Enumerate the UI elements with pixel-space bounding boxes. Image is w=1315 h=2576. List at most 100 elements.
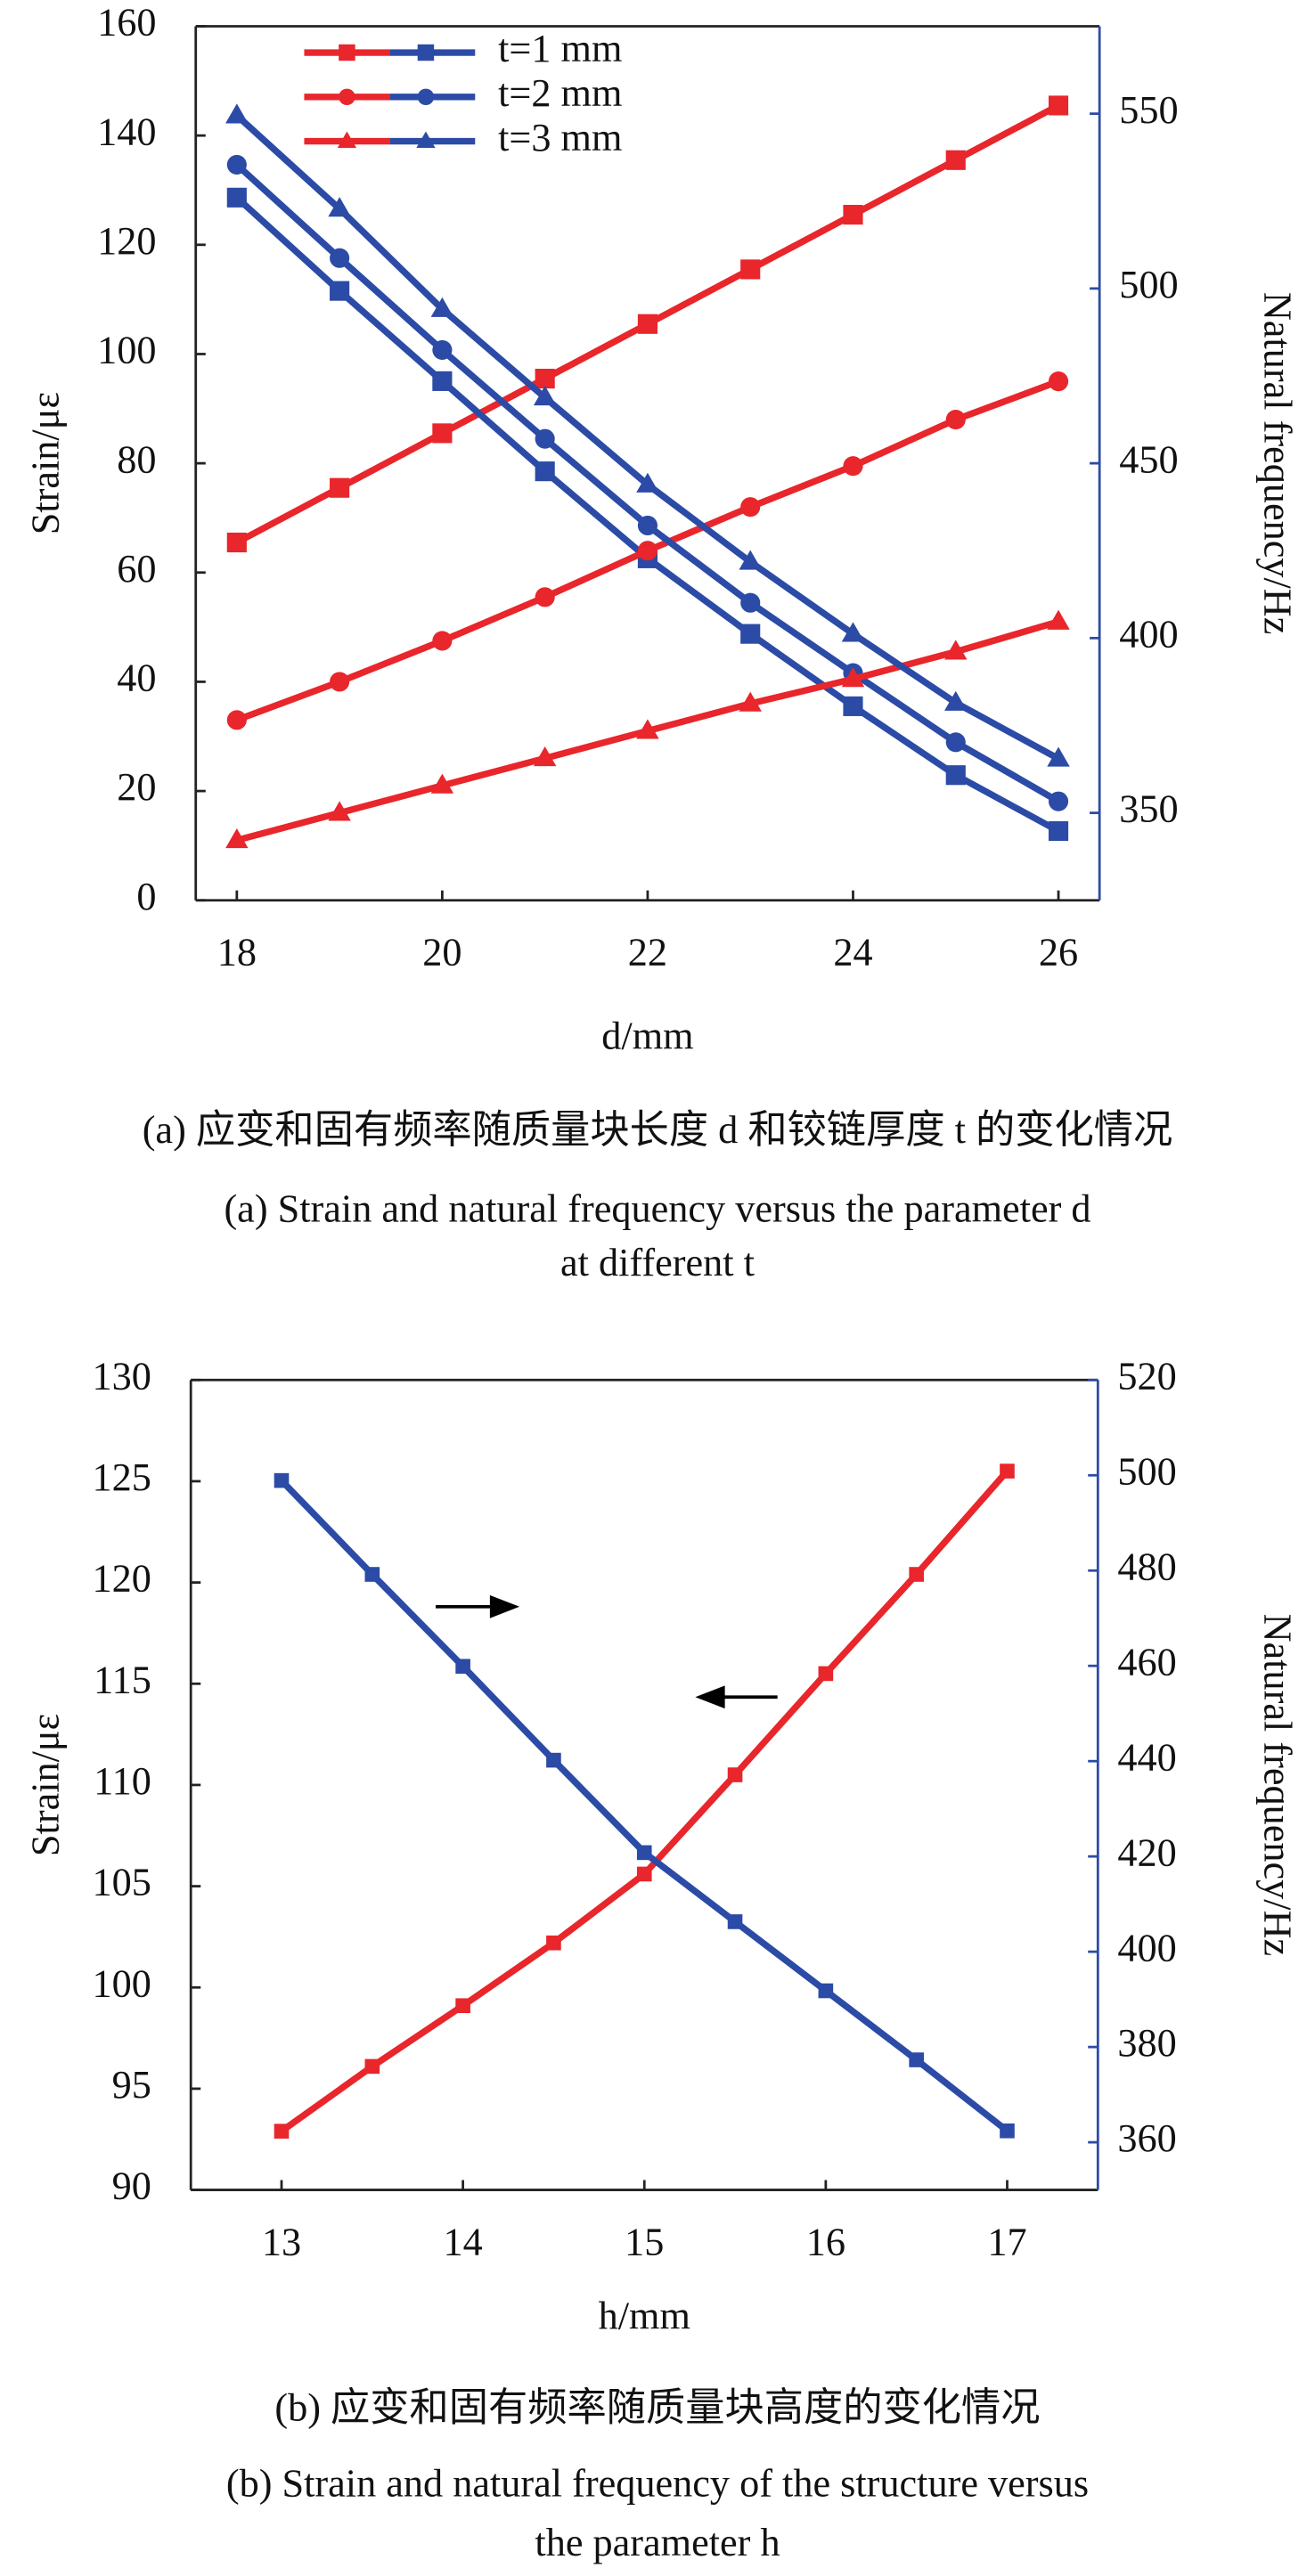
y-tick-label: 120	[93, 1557, 151, 1601]
marker	[909, 2052, 924, 2067]
arrow-right	[436, 1594, 520, 1618]
x-tick-label: 15	[625, 2220, 664, 2263]
marker	[535, 461, 555, 482]
x-tick-label: 13	[262, 2220, 301, 2263]
marker	[226, 154, 247, 175]
marker	[1048, 371, 1069, 392]
marker	[944, 640, 968, 660]
marker	[432, 371, 453, 391]
legend-label: t=2 mm	[498, 71, 622, 115]
marker	[328, 801, 351, 821]
y2-tick-label: 500	[1119, 263, 1178, 306]
x-axis-label: h/mm	[599, 2294, 690, 2337]
marker	[330, 281, 350, 301]
y2-tick-label: 460	[1117, 1640, 1176, 1683]
marker	[225, 827, 249, 849]
legend-marker	[339, 88, 355, 106]
marker	[945, 409, 966, 430]
marker	[546, 1752, 561, 1768]
legend-label: t=1 mm	[498, 27, 622, 70]
y-tick-label: 40	[117, 656, 156, 700]
marker	[274, 2124, 290, 2139]
marker	[636, 472, 659, 493]
marker	[739, 550, 762, 570]
marker	[432, 339, 453, 361]
marker	[330, 672, 350, 692]
marker	[1000, 2123, 1015, 2139]
y2-tick-label: 350	[1119, 787, 1178, 831]
marker	[330, 477, 350, 498]
legend-marker	[417, 88, 435, 106]
marker	[637, 314, 658, 334]
marker	[841, 667, 865, 688]
marker	[843, 456, 863, 477]
caption-en: at different t	[560, 1241, 756, 1284]
y-tick-label: 110	[94, 1759, 151, 1803]
y2-tick-label: 480	[1117, 1545, 1176, 1588]
marker	[843, 205, 863, 225]
x-tick-label: 18	[217, 931, 257, 974]
marker	[274, 1472, 290, 1488]
y-tick-label: 100	[97, 329, 156, 372]
legend-marker	[416, 131, 436, 148]
y-tick-label: 95	[112, 2063, 151, 2107]
y2-tick-label: 400	[1117, 1926, 1176, 1969]
y-tick-label: 125	[93, 1455, 151, 1499]
marker	[1047, 746, 1070, 767]
marker	[637, 541, 658, 561]
y2-axis-label: Natural frequency/Hz	[1255, 1614, 1299, 1957]
marker	[841, 622, 865, 642]
marker	[533, 746, 557, 767]
marker	[328, 197, 351, 217]
legend-label: t=3 mm	[498, 116, 622, 159]
marker	[945, 150, 966, 170]
marker	[226, 532, 247, 553]
marker	[740, 259, 761, 280]
x-tick-label: 22	[628, 931, 667, 974]
marker	[636, 1866, 652, 1882]
y-tick-label: 140	[97, 110, 156, 153]
marker	[330, 248, 350, 268]
marker	[945, 765, 966, 786]
y2-tick-label: 420	[1117, 1830, 1176, 1874]
marker	[533, 386, 557, 406]
y-tick-label: 160	[97, 1, 156, 45]
marker	[727, 1914, 743, 1929]
marker	[455, 1659, 470, 1675]
marker	[727, 1767, 743, 1782]
marker	[636, 719, 659, 739]
caption-zh: (a) 应变和固有频率随质量块长度 d 和铰链厚度 t 的变化情况	[143, 1108, 1173, 1152]
marker	[740, 497, 761, 518]
y2-tick-label: 440	[1117, 1735, 1176, 1779]
marker	[740, 624, 761, 644]
y-tick-label: 105	[93, 1861, 151, 1904]
marker	[455, 1998, 470, 2014]
marker	[226, 710, 247, 730]
caption-en: the parameter h	[535, 2521, 780, 2564]
x-tick-label: 24	[833, 931, 872, 974]
x-tick-label: 17	[987, 2220, 1026, 2263]
y2-tick-label: 520	[1117, 1354, 1176, 1398]
marker	[430, 773, 454, 794]
y-tick-label: 60	[117, 547, 156, 591]
y-tick-label: 130	[93, 1354, 151, 1398]
y2-tick-label: 360	[1117, 2116, 1176, 2160]
y2-axis-label: Natural frequency/Hz	[1255, 292, 1299, 635]
marker	[1048, 820, 1069, 842]
marker	[546, 1935, 561, 1951]
marker	[637, 515, 658, 536]
marker	[1048, 791, 1069, 811]
y-tick-label: 80	[117, 437, 156, 481]
marker	[944, 690, 968, 711]
marker	[226, 187, 247, 208]
caption-en: (b) Strain and natural frequency of the …	[226, 2462, 1089, 2506]
y2-tick-label: 380	[1117, 2021, 1176, 2065]
marker	[432, 423, 453, 444]
x-axis-label: d/mm	[601, 1015, 693, 1058]
y-tick-label: 90	[112, 2164, 151, 2208]
marker	[1047, 609, 1070, 630]
marker	[1000, 1463, 1015, 1479]
x-tick-label: 20	[422, 931, 461, 974]
marker	[636, 1845, 652, 1861]
